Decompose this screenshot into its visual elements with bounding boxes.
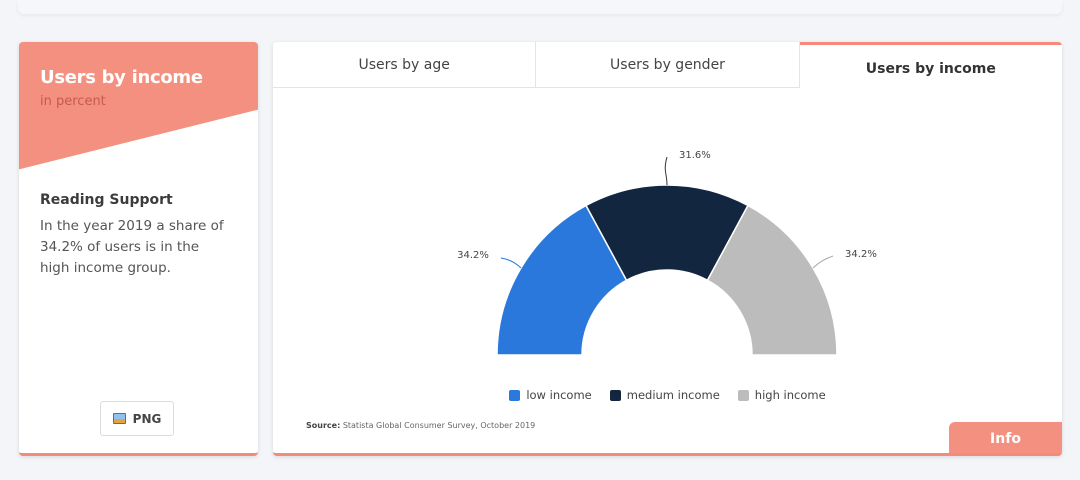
- data-label-high-income: 34.2%: [845, 249, 877, 260]
- connector-low-income: [500, 257, 522, 269]
- reading-support-card: Users by income in percent Reading Suppo…: [19, 42, 258, 456]
- data-label-medium-income: 31.6%: [679, 150, 711, 161]
- png-button-label: PNG: [132, 411, 162, 426]
- card-title: Users by income: [40, 67, 203, 88]
- legend-label: high income: [754, 388, 826, 402]
- legend-label: low income: [526, 388, 592, 402]
- legend-label: medium income: [626, 388, 720, 402]
- card-subtitle: in percent: [40, 94, 106, 109]
- chart-card: Users by age Users by gender Users by in…: [273, 42, 1062, 456]
- reading-support-heading: Reading Support: [40, 192, 173, 208]
- connector-high-income: [812, 255, 834, 269]
- top-strip: [18, 0, 1062, 14]
- semi-donut-chart: 34.2% 31.6% 34.2%: [457, 150, 877, 356]
- tab-users-by-gender[interactable]: Users by gender: [536, 42, 800, 88]
- image-icon: [112, 413, 126, 424]
- png-download-button[interactable]: PNG: [100, 401, 174, 436]
- chart-tabs: Users by age Users by gender Users by in…: [273, 42, 1062, 88]
- legend-swatch: [509, 389, 521, 401]
- tab-users-by-income[interactable]: Users by income: [799, 42, 1062, 88]
- legend-swatch: [609, 389, 621, 401]
- legend-swatch: [737, 389, 749, 401]
- legend-item-high-income[interactable]: high income: [737, 388, 826, 402]
- slice-medium-income[interactable]: [585, 184, 749, 282]
- tab-users-by-age[interactable]: Users by age: [273, 42, 537, 88]
- data-label-low-income: 34.2%: [457, 250, 489, 261]
- legend-item-medium-income[interactable]: medium income: [609, 388, 720, 402]
- source-note: Source: Statista Global Consumer Survey,…: [306, 421, 535, 430]
- slice-low-income[interactable]: [496, 204, 628, 356]
- source-text: Statista Global Consumer Survey, October…: [342, 421, 536, 430]
- reading-support-text: In the year 2019 a share of 34.2% of use…: [40, 218, 224, 276]
- legend-item-low-income[interactable]: low income: [509, 388, 592, 402]
- connector-medium-income: [664, 156, 668, 186]
- slice-high-income[interactable]: [706, 204, 838, 356]
- info-button[interactable]: Info: [949, 422, 1062, 453]
- chart-legend: low income medium income high income: [273, 388, 1062, 402]
- source-prefix: Source:: [306, 421, 341, 430]
